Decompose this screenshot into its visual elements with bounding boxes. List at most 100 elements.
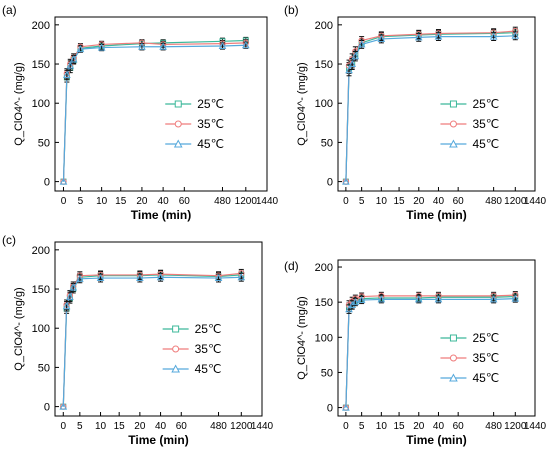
x-tick-label: 1440 <box>256 196 279 207</box>
legend-circle-marker <box>449 354 457 362</box>
y-tick-label: 0 <box>44 177 50 189</box>
panel-label: (a) <box>2 3 17 17</box>
legend-label: 25℃ <box>195 322 222 336</box>
y-tick-label: 150 <box>32 59 50 71</box>
data-point-triangle <box>75 274 84 282</box>
y-tick-label: 100 <box>315 98 333 110</box>
series-line-45 <box>345 35 516 182</box>
data-point-triangle <box>489 32 498 40</box>
legend-circle-marker <box>449 120 457 128</box>
data-point-triangle <box>345 66 353 74</box>
y-tick-label: 100 <box>315 332 333 344</box>
x-tick-label: 1200 <box>235 196 258 207</box>
x-tick-label: 5 <box>78 196 84 207</box>
panel-label: (c) <box>2 233 16 247</box>
y-tick-label: 150 <box>32 284 50 296</box>
data-point-triangle <box>377 295 386 303</box>
series-line-25 <box>62 39 246 182</box>
x-tick-label: 40 <box>158 196 170 207</box>
plot-frame <box>337 259 536 417</box>
series-line-25 <box>62 274 242 407</box>
data-point-triangle <box>241 41 250 49</box>
data-point-triangle <box>96 274 105 282</box>
data-point-triangle <box>159 42 167 50</box>
data-point-triangle <box>63 70 71 78</box>
x-tick-label: 1200 <box>504 421 527 432</box>
data-point-triangle <box>434 32 443 40</box>
series-line-35 <box>345 30 516 182</box>
x-axis-label: Time (min) <box>406 433 466 447</box>
x-tick-label: 60 <box>176 421 188 432</box>
y-tick-label: 100 <box>32 98 50 110</box>
x-tick-label: 15 <box>394 421 406 432</box>
data-point-triangle <box>138 42 146 50</box>
x-tick-label: 1200 <box>504 196 527 207</box>
data-point-triangle <box>434 295 443 303</box>
legend-label: 45℃ <box>197 137 224 151</box>
legend-square-marker <box>449 100 457 108</box>
x-tick-label: 0 <box>343 421 349 432</box>
x-axis-label: Time (min) <box>131 208 191 222</box>
x-tick-label: 480 <box>485 196 502 207</box>
data-point-triangle <box>351 298 360 306</box>
x-tick-label: 10 <box>96 196 108 207</box>
x-tick-label: 20 <box>136 196 148 207</box>
y-tick-label: 200 <box>32 20 50 32</box>
y-axis-label: Q_ClO4^- (mg/g) <box>296 296 308 379</box>
x-tick-label: 40 <box>433 196 445 207</box>
x-tick-label: 40 <box>433 421 445 432</box>
panel-label: (b) <box>284 3 299 17</box>
x-tick-label: 10 <box>376 421 388 432</box>
plot-frame <box>337 16 536 192</box>
y-axis-label: Q_ClO4^- (mg/g) <box>13 287 25 370</box>
x-tick-label: 480 <box>485 421 502 432</box>
legend-triangle-marker <box>171 364 180 373</box>
x-tick-label: 10 <box>95 421 107 432</box>
legend-square-marker <box>172 325 180 333</box>
data-point-triangle <box>351 52 360 60</box>
x-tick-label: 20 <box>413 196 425 207</box>
data-point-triangle <box>214 274 223 282</box>
x-tick-label: 60 <box>453 196 465 207</box>
y-tick-label: 50 <box>38 362 50 374</box>
y-tick-label: 0 <box>327 403 333 415</box>
legend-square-marker <box>449 334 457 342</box>
legend-label: 35℃ <box>472 351 499 365</box>
data-point-triangle <box>69 283 78 291</box>
data-point-triangle <box>237 273 246 281</box>
x-tick-label: 20 <box>134 421 146 432</box>
x-tick-label: 60 <box>179 196 191 207</box>
y-tick-label: 50 <box>321 137 333 149</box>
panel-label: (d) <box>284 259 299 273</box>
data-point-triangle <box>69 55 78 63</box>
plot-frame <box>54 16 268 192</box>
legend-label: 35℃ <box>472 117 499 131</box>
x-axis-label: Time (min) <box>406 208 466 222</box>
data-point-triangle <box>414 295 423 303</box>
legend-label: 45℃ <box>472 371 499 385</box>
x-tick-label: 5 <box>359 196 365 207</box>
data-point-triangle <box>489 295 498 303</box>
data-point-triangle <box>97 43 106 51</box>
legend-triangle-marker <box>449 139 458 148</box>
data-point-triangle <box>66 61 75 69</box>
y-tick-label: 200 <box>315 20 333 32</box>
y-tick-label: 0 <box>44 402 50 414</box>
x-tick-label: 0 <box>60 421 66 432</box>
data-point-triangle <box>59 177 68 185</box>
data-point-triangle <box>377 34 386 42</box>
legend-label: 25℃ <box>472 97 499 111</box>
legend-circle-marker <box>174 120 182 128</box>
x-tick-label: 0 <box>343 196 349 207</box>
x-tick-label: 40 <box>155 421 167 432</box>
data-point-triangle <box>348 59 357 68</box>
y-tick-label: 50 <box>321 367 333 379</box>
data-point-triangle <box>511 294 520 302</box>
y-tick-label: 150 <box>315 297 333 309</box>
x-tick-label: 15 <box>115 196 127 207</box>
